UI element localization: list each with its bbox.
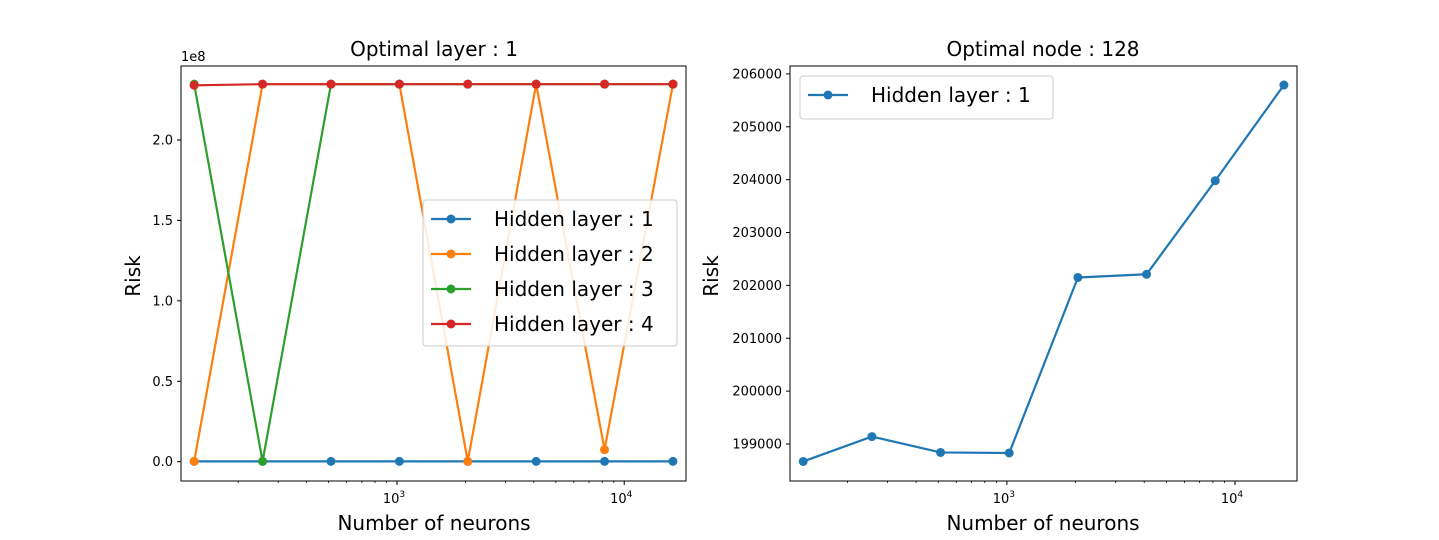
y-tick-label: 202000 <box>732 279 782 294</box>
left-y-offset-label: 1e8 <box>181 50 206 65</box>
series-point-1 <box>394 456 404 466</box>
legend-box <box>799 75 1054 120</box>
legend-entry-label: Hidden layer : 1 <box>494 207 654 231</box>
y-tick-label: 205000 <box>732 120 782 135</box>
axes-frame <box>180 65 687 482</box>
series-point-1 <box>531 456 541 466</box>
series-point-1 <box>1004 448 1014 458</box>
y-tick-label: 1.5 <box>152 214 173 229</box>
left-chart-panel: Optimal layer : 1 1e8 Number of neurons … <box>121 37 687 535</box>
y-tick-label: 200000 <box>732 385 782 400</box>
series-point-1 <box>1073 272 1083 282</box>
y-tick-label: 201000 <box>732 332 782 347</box>
series-point-1 <box>1210 176 1220 186</box>
series-point-1 <box>668 456 678 466</box>
series-point-4 <box>189 80 199 90</box>
right-chart-title: Optimal node : 128 <box>946 37 1139 61</box>
series-point-1 <box>1142 269 1152 279</box>
y-tick-label: 203000 <box>732 226 782 241</box>
legend-entry-label: Hidden layer : 3 <box>494 277 654 301</box>
series-point-2 <box>600 445 610 455</box>
series-point-4 <box>463 79 473 89</box>
x-tick-label: 104 <box>1221 490 1244 507</box>
x-tick-label: 104 <box>610 490 633 507</box>
series-point-4 <box>531 79 541 89</box>
right-x-axis-label: Number of neurons <box>946 511 1139 535</box>
right-chart-panel: Optimal node : 128 Number of neurons Ris… <box>699 37 1298 535</box>
y-tick-label: 199000 <box>732 437 782 452</box>
y-tick-label: 0.5 <box>152 375 173 390</box>
series-line-4 <box>194 83 673 87</box>
series-point-4 <box>394 79 404 89</box>
series-point-1 <box>936 447 946 457</box>
axes-frame <box>789 65 1298 482</box>
legend-swatch-marker <box>446 214 456 224</box>
x-tick-label: 103 <box>993 490 1015 507</box>
series-point-1 <box>600 456 610 466</box>
series-point-2 <box>189 456 199 466</box>
series-point-1 <box>867 432 877 442</box>
legend-entry-label: Hidden layer : 4 <box>494 312 654 336</box>
legend-swatch-marker <box>446 319 456 329</box>
left-x-axis-label: Number of neurons <box>337 511 530 535</box>
series-point-4 <box>326 79 336 89</box>
series-point-1 <box>798 456 808 466</box>
series-line-1 <box>802 84 1285 463</box>
left-y-axis-label: Risk <box>121 255 145 297</box>
x-tick-label: 103 <box>383 490 405 507</box>
y-tick-label: 206000 <box>732 67 782 82</box>
y-tick-label: 0.0 <box>152 455 173 470</box>
left-chart-title: Optimal layer : 1 <box>350 37 518 61</box>
legend-entry-label: Hidden layer : 2 <box>494 242 654 266</box>
y-tick-label: 2.0 <box>152 133 173 148</box>
legend-box <box>422 199 678 347</box>
legend-swatch-marker <box>446 284 456 294</box>
series-point-1 <box>1279 80 1289 90</box>
series-point-3 <box>258 456 268 466</box>
series-point-4 <box>668 79 678 89</box>
series-point-4 <box>258 79 268 89</box>
series-point-2 <box>463 456 473 466</box>
right-y-axis-label: Risk <box>699 255 723 297</box>
y-tick-label: 204000 <box>732 173 782 188</box>
legend-entry-label: Hidden layer : 1 <box>871 83 1031 107</box>
series-point-1 <box>326 456 336 466</box>
legend-swatch-marker <box>446 249 456 259</box>
legend-swatch-marker <box>823 90 833 100</box>
y-tick-label: 1.0 <box>152 294 173 309</box>
series-point-4 <box>600 79 610 89</box>
